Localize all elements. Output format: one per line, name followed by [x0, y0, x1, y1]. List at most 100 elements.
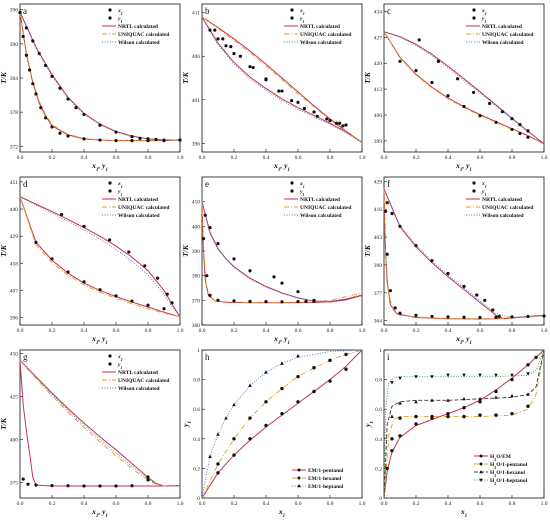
data-point — [430, 375, 434, 379]
data-point — [280, 300, 284, 304]
legend-label: Wilson calculated — [118, 213, 160, 219]
legend-marker — [297, 468, 301, 472]
data-point — [472, 90, 476, 95]
x-tick-label: 0.6 — [477, 328, 484, 334]
series-line — [19, 12, 180, 141]
data-point — [312, 110, 316, 114]
data-point — [483, 298, 487, 302]
x-tick-label: 0.6 — [113, 155, 120, 161]
legend-label: y1 — [481, 16, 486, 24]
data-point — [446, 411, 450, 416]
y-tick-label: 396 — [10, 8, 19, 14]
x-tick-label: 0.2 — [413, 501, 420, 507]
legend-marker — [472, 16, 476, 20]
y-tick-label: 0.8 — [193, 378, 200, 384]
panel-e: 0.0 0.2 0.4 0.6 0.8 1.0 360 370 380 390 400 410 e x1,… — [181, 176, 366, 346]
data-point — [232, 257, 236, 261]
data-point — [224, 416, 228, 420]
data-point — [138, 136, 142, 140]
data-point — [414, 244, 418, 248]
legend-label: Wilson calculated — [300, 213, 342, 219]
data-point — [478, 400, 482, 404]
data-point — [213, 28, 217, 32]
data-point — [414, 422, 418, 426]
data-point — [510, 117, 514, 121]
panel-label: c — [387, 6, 391, 16]
y-tick-label: 400 — [192, 224, 201, 230]
data-point — [446, 373, 450, 378]
legend-label: x1 — [299, 181, 305, 189]
data-point — [478, 114, 482, 118]
data-point — [277, 89, 281, 93]
x-tick-label: 0.2 — [231, 155, 238, 161]
data-point — [462, 104, 466, 109]
x-tick-label: 0.2 — [413, 155, 420, 161]
data-point — [510, 127, 514, 132]
data-point — [542, 314, 546, 318]
series-line — [383, 31, 545, 145]
data-point — [290, 99, 294, 103]
data-point — [216, 242, 220, 246]
x-tick-label: 0.8 — [509, 155, 516, 161]
data-point — [390, 437, 394, 441]
y-tick-label: 0.4 — [375, 437, 382, 443]
data-point — [436, 59, 440, 63]
data-point — [414, 414, 418, 419]
y-axis-label: y1 — [181, 421, 193, 428]
series-line — [201, 349, 363, 499]
legend-marker — [297, 476, 301, 480]
data-point — [50, 74, 54, 78]
y-axis-label: T/K — [363, 71, 372, 84]
data-point — [526, 135, 530, 139]
y-tick-label: 403 — [374, 235, 383, 241]
data-point — [39, 106, 43, 110]
x-tick-label: 0.0 — [381, 501, 388, 507]
data-point — [66, 270, 70, 274]
legend-marker — [297, 484, 301, 488]
y-tick-label: 396 — [192, 141, 201, 147]
series-line — [201, 201, 363, 303]
legend-marker — [472, 181, 476, 185]
x-axis-label: x1, y1 — [91, 161, 108, 173]
data-point — [248, 65, 252, 69]
data-point — [280, 89, 284, 93]
panel-c: 0.0 0.2 0.4 0.6 0.8 1.0 399 406 413 420 427 434 c x1,… — [363, 3, 548, 173]
data-point — [248, 299, 252, 303]
y-tick-label: 364 — [374, 319, 383, 325]
data-point — [66, 97, 70, 101]
data-point — [414, 313, 418, 317]
y-tick-label: 0.2 — [193, 466, 200, 472]
data-point — [165, 292, 169, 296]
legend-label: Wilson calculated — [482, 40, 524, 46]
x-tick-label: 0.8 — [509, 501, 516, 507]
data-point — [491, 308, 495, 312]
legend-label: EM/1-hexanol — [308, 476, 342, 482]
legend-label: EM/1-pentanol — [308, 468, 344, 474]
data-point — [264, 400, 268, 404]
x-tick-label: 0.4 — [263, 501, 270, 507]
data-point — [58, 131, 62, 135]
data-point — [127, 250, 131, 254]
data-point — [417, 38, 421, 42]
x-axis-label: x1, y1 — [455, 334, 472, 346]
panel-label: e — [205, 179, 209, 189]
data-point — [130, 299, 134, 303]
y-tick-label: 451 — [10, 180, 19, 186]
data-point — [497, 314, 501, 319]
data-point — [510, 393, 514, 398]
legend-label: Wilson calculated — [118, 386, 160, 392]
data-point — [232, 437, 236, 441]
data-point — [296, 374, 300, 379]
y-tick-label: 372 — [10, 144, 19, 150]
data-point — [462, 406, 466, 410]
data-point — [202, 237, 206, 241]
legend-label: x1 — [299, 8, 305, 16]
data-point — [50, 125, 54, 129]
data-point — [494, 373, 498, 378]
data-point — [510, 315, 514, 319]
y-axis-label: T/K — [0, 417, 8, 430]
x-tick-label: 0.2 — [49, 155, 56, 161]
series-line — [19, 360, 181, 487]
legend-marker — [479, 478, 483, 482]
x-tick-label: 0.4 — [445, 328, 452, 334]
